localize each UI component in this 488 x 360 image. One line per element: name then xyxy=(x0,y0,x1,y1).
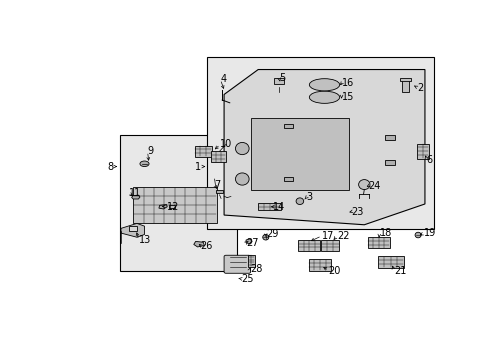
Text: 12: 12 xyxy=(166,202,179,212)
Bar xyxy=(321,240,339,251)
Text: 15: 15 xyxy=(341,92,353,102)
Text: 22: 22 xyxy=(336,231,349,241)
Text: 28: 28 xyxy=(249,264,262,274)
Ellipse shape xyxy=(358,180,369,190)
Bar xyxy=(308,260,331,270)
Text: 21: 21 xyxy=(393,266,406,275)
Text: 4: 4 xyxy=(220,74,226,84)
Bar xyxy=(377,256,403,268)
Text: 16: 16 xyxy=(341,78,353,89)
Polygon shape xyxy=(159,204,167,209)
Text: 26: 26 xyxy=(200,240,213,251)
Ellipse shape xyxy=(414,232,420,238)
Polygon shape xyxy=(131,195,140,199)
Bar xyxy=(385,135,394,140)
Bar xyxy=(128,226,137,231)
Polygon shape xyxy=(193,242,204,247)
Text: 13: 13 xyxy=(139,235,151,245)
Text: 9: 9 xyxy=(147,146,153,156)
Bar xyxy=(120,135,237,270)
Bar xyxy=(283,177,293,181)
Bar xyxy=(385,160,394,165)
Bar xyxy=(133,187,216,223)
Bar xyxy=(247,255,254,267)
Text: 18: 18 xyxy=(379,228,391,238)
Bar xyxy=(258,203,280,210)
Ellipse shape xyxy=(140,161,149,167)
Bar xyxy=(274,77,283,84)
Ellipse shape xyxy=(262,234,268,240)
Bar xyxy=(416,144,428,159)
Text: 5: 5 xyxy=(279,73,285,83)
Bar xyxy=(367,237,389,248)
Text: 1: 1 xyxy=(195,162,201,172)
Bar xyxy=(401,79,408,92)
Ellipse shape xyxy=(235,173,248,185)
Text: 20: 20 xyxy=(328,266,340,275)
Bar xyxy=(400,78,410,81)
Polygon shape xyxy=(121,223,144,237)
Text: 7: 7 xyxy=(214,180,221,190)
Bar xyxy=(298,240,320,251)
Bar xyxy=(206,57,433,229)
Text: 24: 24 xyxy=(367,181,380,191)
Bar xyxy=(283,124,293,129)
Text: 14: 14 xyxy=(273,202,285,212)
Text: 10: 10 xyxy=(220,139,232,149)
Bar xyxy=(216,190,223,193)
Text: 11: 11 xyxy=(128,188,141,198)
Ellipse shape xyxy=(235,143,248,155)
Text: 8: 8 xyxy=(107,162,113,172)
Bar xyxy=(250,118,348,190)
Ellipse shape xyxy=(309,91,339,103)
Bar xyxy=(211,151,225,162)
Polygon shape xyxy=(224,69,424,225)
Polygon shape xyxy=(245,239,252,244)
Text: 23: 23 xyxy=(350,207,363,217)
Bar xyxy=(194,146,211,157)
Text: 19: 19 xyxy=(423,228,436,238)
Ellipse shape xyxy=(295,198,303,204)
Text: 25: 25 xyxy=(241,274,253,284)
FancyBboxPatch shape xyxy=(224,255,250,273)
Text: 17: 17 xyxy=(321,231,334,241)
Text: 6: 6 xyxy=(426,155,432,165)
Text: 27: 27 xyxy=(245,238,258,248)
Bar xyxy=(168,205,174,208)
Text: 3: 3 xyxy=(306,192,312,202)
Text: 29: 29 xyxy=(265,229,278,239)
Ellipse shape xyxy=(309,79,339,91)
Text: 2: 2 xyxy=(416,82,423,93)
